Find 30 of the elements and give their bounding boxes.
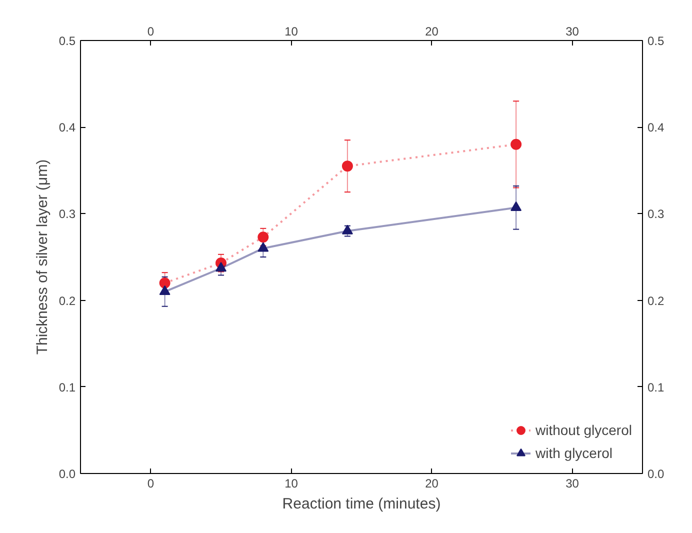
y-tick-label: 0.0: [58, 467, 76, 481]
y2-tick-label: 0.4: [648, 120, 665, 135]
x-axis-title: Reaction time (minutes): [282, 496, 441, 512]
x2-tick-label: 30: [566, 476, 580, 490]
y-tick-label: 0.5: [58, 34, 76, 48]
x-tick-label: 30: [566, 24, 580, 38]
y2-tick-label: 0.5: [648, 34, 665, 48]
x2-tick-label: 10: [284, 476, 298, 490]
legend-label: without glycerol: [536, 422, 632, 438]
y2-tick-label: 0.3: [648, 207, 665, 222]
y-tick-label: 0.1: [58, 380, 76, 394]
point: [510, 138, 522, 150]
point: [258, 232, 269, 243]
y2-tick-label: 0.0: [648, 467, 665, 481]
x-tick-label: 20: [425, 24, 439, 38]
legend-label: with glycerol: [536, 445, 613, 461]
y-tick-label: 0.3: [58, 207, 76, 222]
point: [342, 160, 353, 172]
x-tick-label: 0: [147, 24, 154, 38]
x2-tick-label: 0: [147, 476, 154, 490]
y-tick-label: 0.4: [58, 120, 76, 135]
y2-tick-label: 0.2: [648, 294, 665, 308]
y-axis-title: Thickness of silver layer (μm): [34, 159, 51, 355]
x2-tick-label: 20: [425, 476, 439, 490]
point: [342, 224, 353, 234]
y-tick-label: 0.2: [58, 294, 76, 308]
point: [159, 285, 170, 296]
y2-tick-label: 0.1: [648, 380, 665, 394]
x-tick-label: 10: [284, 24, 298, 38]
point: [510, 201, 522, 212]
